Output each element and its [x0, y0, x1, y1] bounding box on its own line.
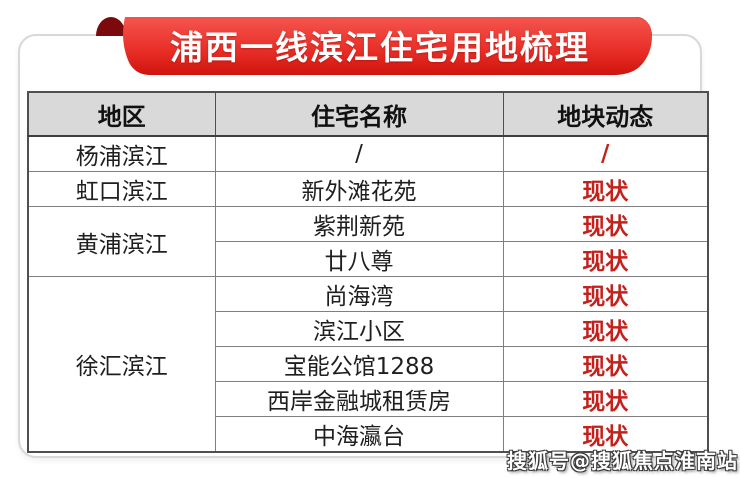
region-cell: 徐汇滨江 [27, 276, 216, 453]
region-cell: 杨浦滨江 [27, 135, 216, 172]
table-row: 徐汇滨江 尚海湾 现状 [27, 276, 709, 453]
table-row: 杨浦滨江 / / [27, 135, 709, 172]
status-cell: 现状 [502, 276, 709, 312]
status-cell: 现状 [502, 416, 709, 453]
project-cell: 新外滩花苑 [214, 171, 504, 207]
region-cell: 虹口滨江 [27, 171, 216, 207]
ribbon-band [123, 17, 652, 75]
project-cell: 廿八尊 [214, 241, 504, 277]
table-row: 宝能公馆1288 现状 [28, 346, 709, 382]
table-row: 黄浦滨江 紫荆新苑 现状 [27, 206, 709, 277]
header-residence-name: 住宅名称 [214, 91, 504, 137]
ribbon-graphic [96, 17, 652, 75]
table-row: 滨江小区 现状 [28, 311, 709, 347]
table-row: 中海瀛台 现状 [28, 416, 709, 453]
project-cell: 尚海湾 [214, 276, 504, 312]
region-cell: 黄浦滨江 [27, 206, 216, 277]
ribbon-fold-left [96, 17, 126, 36]
page-title: 浦西一线滨江住宅用地梳理 [170, 28, 590, 67]
table-row: 虹口滨江 新外滩花苑 现状 [27, 171, 709, 207]
header-plot-status: 地块动态 [502, 91, 709, 137]
project-cell: 紫荆新苑 [214, 206, 504, 242]
header-region: 地区 [27, 91, 216, 137]
status-cell: 现状 [502, 311, 709, 347]
table-row: 廿八尊 现状 [28, 241, 709, 277]
title-ribbon: 浦西一线滨江住宅用地梳理 [0, 0, 740, 110]
status-cell: 现状 [502, 381, 709, 417]
status-cell: / [502, 135, 709, 172]
project-cell: 滨江小区 [214, 311, 504, 347]
project-cell: / [214, 135, 504, 172]
sohu-watermark: 搜狐号@搜狐焦点淮南站 [507, 449, 738, 473]
status-cell: 现状 [502, 346, 709, 382]
project-cell: 宝能公馆1288 [214, 346, 504, 382]
riverside-land-table: 地区 住宅名称 地块动态 杨浦滨江 / / 虹口滨江 新外滩花苑 现状 黄浦滨江… [27, 91, 709, 453]
status-cell: 现状 [502, 171, 709, 207]
project-cell: 中海瀛台 [214, 416, 504, 453]
status-cell: 现状 [502, 241, 709, 277]
project-cell: 西岸金融城租赁房 [214, 381, 504, 417]
table-header-row: 地区 住宅名称 地块动态 [27, 91, 709, 137]
status-cell: 现状 [502, 206, 709, 242]
table-row: 西岸金融城租赁房 现状 [28, 381, 709, 417]
